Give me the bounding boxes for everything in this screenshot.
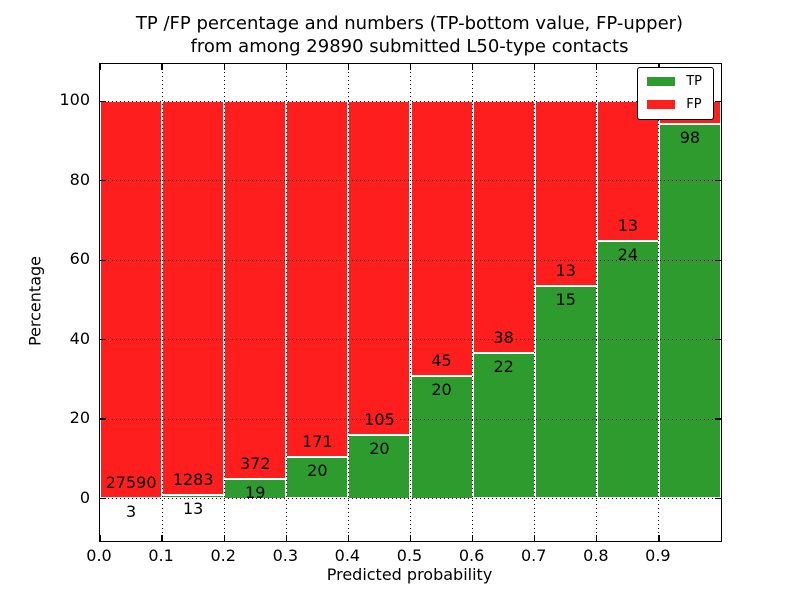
gridline-vertical [658,64,660,541]
tick-mark [409,535,412,541]
tick-mark [285,64,287,70]
gridline-vertical [410,64,411,541]
x-tick-label: 0.9 [645,546,671,565]
bar-segment-tp [162,494,225,499]
x-tick-label: 0.2 [210,546,236,565]
tick-mark [715,418,721,420]
gridline-vertical [161,64,163,541]
gridline-vertical [596,64,598,541]
x-tick-label: 0.8 [583,546,609,565]
gridline-vertical [534,64,536,541]
bar-segment-fp [348,101,411,435]
legend: TP FP [637,67,714,120]
bar-segment-fp [224,101,287,480]
chart-title-line2: from among 29890 submitted L50-type cont… [190,36,629,57]
tick-mark [715,338,721,341]
bar-segment-tp [410,376,473,499]
legend-row-tp: TP [647,75,702,88]
bar-segment-tp [224,479,287,499]
legend-swatch-fp [647,100,676,109]
tick-mark [347,535,350,541]
y-tick-label: 0 [79,487,90,507]
bar-segment-tp [658,124,721,499]
bar-segment-fp [100,101,163,499]
tick-mark [100,100,106,103]
tick-mark [223,535,225,541]
plot-area: 27590 3 1283 13 372 19 171 20 105 20 45 20 38 22 13 15 1… [99,63,722,542]
tp-count-annotation: 3 [125,502,137,522]
tick-mark [658,535,660,541]
chart-title: TP /FP percentage and numbers (TP-bottom… [99,12,720,58]
bar-segment-tp [596,240,659,499]
tick-mark [533,535,536,541]
tick-mark [99,535,101,541]
bar-segment-tp [472,352,535,499]
x-tick-label: 0.4 [334,546,361,565]
tick-mark [715,180,721,182]
bar-segment-fp [162,101,225,495]
chart-title-line1: TP /FP percentage and numbers (TP-bottom… [135,13,684,34]
tick-mark [100,418,106,420]
tick-mark [715,100,721,103]
y-tick-label: 60 [69,249,90,269]
y-tick-label: 100 [59,90,90,110]
tick-mark [347,64,350,70]
legend-swatch-tp [647,77,676,86]
tick-mark [100,338,106,341]
tick-mark [596,64,598,70]
bar-segment-fp [596,101,659,241]
x-tick-label: 0.3 [272,546,299,565]
bar-segment-fp [286,101,349,457]
bar-segment-tp [534,285,597,499]
legend-label-fp: FP [686,97,702,112]
tick-mark [715,259,721,261]
bar-segment-tp [348,434,411,499]
gridline-vertical [472,64,474,541]
tick-mark [471,535,474,541]
bar-segment-fp [534,101,597,286]
tick-mark [223,64,225,70]
x-axis-label: Predicted probability [326,565,493,584]
tick-mark [100,180,106,182]
tick-mark [100,259,106,261]
tick-mark [100,497,106,500]
legend-label-tp: TP [686,74,702,89]
gridline-vertical [223,64,225,541]
tick-mark [715,497,721,500]
bar-segment-tp [286,456,349,499]
tick-mark [161,535,163,541]
y-tick-label: 40 [69,328,90,348]
x-tick-label: 0.7 [520,546,547,565]
legend-row-fp: FP [647,98,702,111]
tick-mark [409,64,412,70]
tick-mark [161,64,163,70]
tick-mark [596,535,598,541]
x-tick-label: 0.5 [396,546,423,565]
y-tick-label: 80 [69,169,90,189]
tick-mark [471,64,474,70]
gridline-vertical [285,64,287,541]
tick-mark [533,64,536,70]
tick-mark [99,64,101,70]
gridline-vertical [347,64,349,541]
x-tick-label: 0.6 [458,546,485,565]
x-tick-label: 0.0 [86,546,112,565]
bar-segment-fp [410,101,473,377]
tp-count-annotation: 13 [182,498,204,518]
tick-mark [285,535,287,541]
bar-segment-fp [472,101,535,353]
y-tick-label: 20 [69,408,90,428]
x-tick-label: 0.1 [148,546,174,565]
